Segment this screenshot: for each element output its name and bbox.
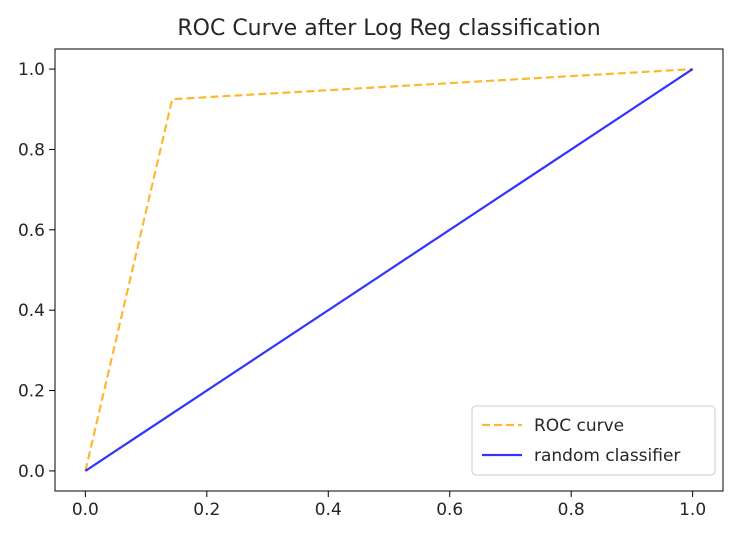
y-tick-label: 0.2	[18, 382, 45, 402]
x-tick-label: 0.4	[315, 500, 342, 520]
series-line-0	[84, 68, 693, 472]
x-tick-label: 1.0	[679, 500, 706, 520]
legend: ROC curve random classifier	[471, 405, 716, 476]
legend-label-1: random classifier	[534, 446, 680, 466]
x-tick-label: 0.0	[72, 500, 99, 520]
x-tick-label: 0.8	[558, 500, 585, 520]
legend-label-0: ROC curve	[534, 416, 624, 436]
chart-title: ROC Curve after Log Reg classification	[177, 16, 600, 41]
y-tick-label: 0.0	[18, 462, 45, 482]
y-tick-label: 0.4	[18, 301, 45, 321]
plot-area: 0.0 0.2 0.4 0.6 0.8 1.0 0.0 0.2 0.4 0.6 0.8 1.0	[18, 48, 724, 520]
x-tick-label: 0.6	[436, 500, 463, 520]
y-tick-label: 1.0	[18, 60, 45, 80]
y-tick-label: 0.6	[18, 221, 45, 241]
plot-frame	[54, 48, 724, 492]
series-line-1	[84, 68, 694, 472]
x-tick-label: 0.2	[193, 500, 220, 520]
y-tick-label: 0.8	[18, 140, 45, 160]
legend-box	[471, 405, 716, 476]
